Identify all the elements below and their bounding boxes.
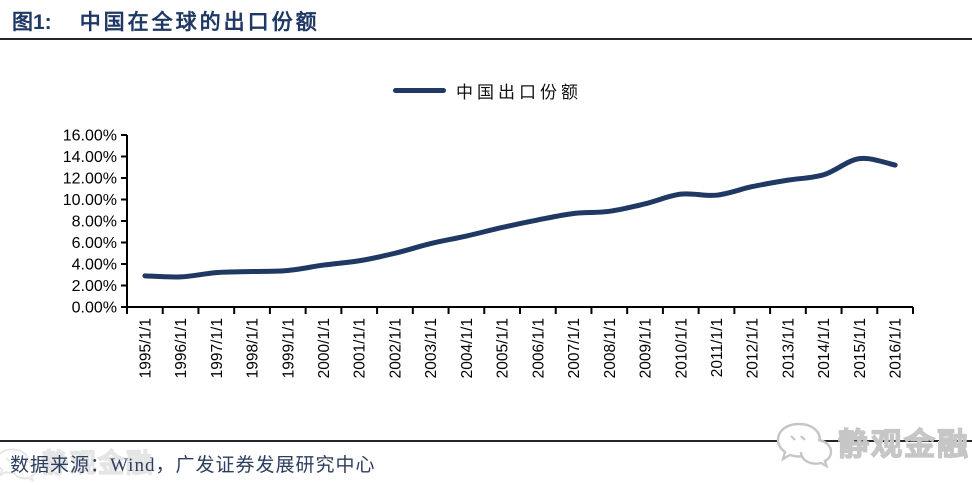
x-tick-label: 2008/1/1 [602, 318, 619, 378]
y-tick-label: 16.00% [63, 128, 117, 145]
footer-divider [0, 440, 972, 442]
y-tick-label: 14.00% [63, 149, 117, 166]
watermark-text: 静观金融 [41, 449, 155, 478]
x-tick-label: 1999/1/1 [280, 318, 297, 378]
y-tick-label: 2.00% [72, 278, 117, 295]
legend: 中国出口份额 [393, 78, 582, 103]
chat-bubbles-icon [0, 448, 37, 482]
legend-line-swatch [393, 88, 446, 93]
title-divider [0, 38, 972, 40]
x-tick-label: 2007/1/1 [566, 318, 583, 378]
x-tick-label: 2009/1/1 [638, 318, 655, 378]
y-tick-label: 0.00% [72, 300, 117, 317]
legend-series-label: 中国出口份额 [456, 83, 582, 102]
figure-header: 图1: 中国在全球的出口份额 [12, 6, 320, 36]
x-tick-label: 2013/1/1 [780, 318, 797, 378]
source-note: 数据来源：Wind，广发证券发展研究中心 [10, 455, 376, 476]
series-line-china-export-share [142, 155, 898, 280]
x-tick-label: 2000/1/1 [316, 318, 333, 378]
x-tick-label: 2005/1/1 [495, 318, 512, 378]
y-tick-label: 6.00% [72, 235, 117, 252]
figure-title: 中国在全球的出口份额 [79, 10, 320, 34]
chat-bubbles-icon [776, 422, 833, 468]
x-tick-label: 2015/1/1 [852, 318, 869, 378]
x-tick-label: 2010/1/1 [673, 318, 690, 378]
figure-number: 图1: [12, 11, 52, 34]
x-tick-label: 2004/1/1 [459, 318, 476, 378]
x-tick-label: 2012/1/1 [745, 318, 762, 378]
watermark-text: 静观金融 [837, 426, 970, 462]
y-tick-label: 10.00% [63, 192, 117, 209]
x-tick-label: 1997/1/1 [209, 318, 226, 378]
x-tick-label: 2003/1/1 [423, 318, 440, 378]
y-tick-label: 8.00% [72, 214, 117, 231]
x-tick-label: 2002/1/1 [387, 318, 404, 378]
y-tick-label: 12.00% [63, 171, 117, 188]
x-tick-label: 1995/1/1 [137, 318, 154, 378]
x-tick-label: 2011/1/1 [709, 318, 726, 377]
x-tick-label: 2006/1/1 [530, 318, 547, 378]
x-tick-label: 1998/1/1 [245, 318, 262, 378]
x-tick-label: 2014/1/1 [816, 318, 833, 378]
x-tick-label: 2001/1/1 [352, 318, 369, 378]
x-tick-label: 1996/1/1 [173, 318, 190, 378]
y-tick-label: 4.00% [72, 257, 117, 274]
x-tick-label: 2016/1/1 [888, 318, 905, 378]
watermark-left: 静观金融 [0, 446, 154, 482]
watermark-logo: 静观金融 [774, 420, 970, 468]
